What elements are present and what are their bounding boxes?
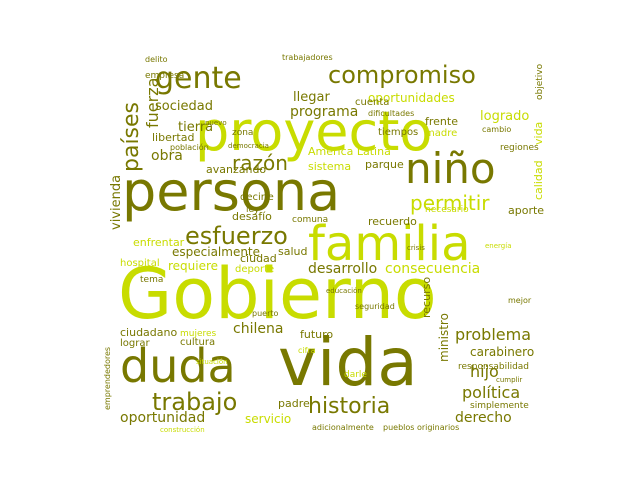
cloud-word-obra: obra <box>151 148 183 164</box>
cloud-word-regiones: regiones <box>500 143 539 153</box>
cloud-word-tierra: tierra <box>178 120 213 135</box>
cloud-word-desafio: desafío <box>232 210 272 223</box>
cloud-word-llegar: llegar <box>293 90 330 105</box>
cloud-word-crisis: crisis <box>407 244 425 252</box>
cloud-word-padre: padre <box>278 397 310 410</box>
cloud-word-madre: madre <box>425 128 457 139</box>
cloud-word-programa: programa <box>290 104 358 120</box>
cloud-word-decirle: decirle <box>240 192 274 203</box>
cloud-word-ministro: ministro <box>437 313 451 362</box>
cloud-word-nuevo: nuevo <box>205 119 227 127</box>
cloud-word-proyecto: proyecto <box>195 100 432 163</box>
cloud-word-puerto: puerto <box>252 309 278 318</box>
cloud-word-vida: vida <box>278 324 418 401</box>
cloud-word-objetivo: objetivo <box>535 63 545 100</box>
cloud-word-trabajadores: trabajadores <box>282 53 333 62</box>
cloud-word-gente: gente <box>155 61 242 96</box>
cloud-word-logrado: logrado <box>480 109 529 124</box>
cloud-word-adicionalmente: adicionalmente <box>312 423 374 432</box>
cloud-word-seguridad: seguridad <box>355 302 395 311</box>
cloud-words: Gobiernovidaproyectopersonafamiliadudani… <box>103 53 545 434</box>
cloud-word-paises: países <box>119 102 144 172</box>
cloud-word-ley: ley <box>246 205 260 215</box>
cloud-word-persona: persona <box>122 160 340 223</box>
cloud-word-hospital: hospital <box>120 258 160 269</box>
cloud-word-cuenta: cuenta <box>355 97 389 108</box>
cloud-word-consecuencia: consecuencia <box>385 261 480 277</box>
cloud-word-educacion: educación <box>326 287 362 295</box>
cloud-word-avanzando: avanzando <box>206 163 266 176</box>
cloud-word-poblacion: población <box>170 142 209 152</box>
cloud-word-sociedad: sociedad <box>155 99 213 114</box>
cloud-word-chilena: chilena <box>233 321 283 337</box>
cloud-word-derecho: derecho <box>455 410 512 426</box>
cloud-word-recurso: recurso <box>420 277 433 318</box>
cloud-word-familia: familia <box>308 216 471 272</box>
cloud-word-servicio: servicio <box>245 412 291 426</box>
cloud-word-oportunidad: oportunidad <box>120 410 205 426</box>
cloud-word-duda: duda <box>120 339 236 393</box>
cloud-word-emprendedores: emprendedores <box>103 347 112 410</box>
cloud-word-fuerza: fuerza <box>143 78 162 128</box>
cloud-word-esfuerzo: esfuerzo <box>185 222 288 250</box>
cloud-word-gobierno: Gobierno <box>118 253 437 335</box>
cloud-word-cultura: cultura <box>180 337 215 348</box>
cloud-word-politica: política <box>462 383 520 402</box>
cloud-word-tiempos: tiempos <box>378 127 418 138</box>
cloud-word-hijo: hijo <box>470 362 499 381</box>
cloud-word-tema: tema <box>140 275 163 285</box>
cloud-word-simplemente: simplemente <box>470 401 529 411</box>
cloud-word-salud: salud <box>278 245 307 258</box>
cloud-word-lograr: lograr <box>120 338 150 349</box>
cloud-word-ciudad: ciudad <box>240 252 277 265</box>
cloud-word-energia: energía <box>485 242 511 250</box>
cloud-word-cambio: cambio <box>482 125 511 134</box>
cloud-word-vivienda: vivienda <box>109 175 124 230</box>
cloud-word-situacion: situación <box>196 358 228 366</box>
cloud-word-razon: razón <box>232 151 288 175</box>
cloud-word-oportunidades: oportunidades <box>368 91 455 105</box>
cloud-word-recuerdo: recuerdo <box>368 215 417 228</box>
cloud-word-frente: frente <box>425 115 458 128</box>
cloud-word-carabinero: carabinero <box>470 345 534 359</box>
cloud-word-democracia: democracia <box>228 142 269 150</box>
cloud-word-delito: delito <box>145 55 168 64</box>
cloud-word-mujeres: mujeres <box>180 329 217 339</box>
cloud-word-pueblos-originarios: pueblos originarios <box>383 423 459 432</box>
cloud-word-historia: historia <box>308 394 390 419</box>
cloud-word-cifra: cifra <box>298 346 316 355</box>
cloud-word-aporte: aporte <box>508 204 544 217</box>
cloud-word-permitir: permitir <box>410 191 490 215</box>
cloud-word-cumplir: cumplir <box>496 376 522 384</box>
cloud-word-darle: darle <box>344 370 367 380</box>
cloud-word-requiere: requiere <box>168 259 218 273</box>
cloud-word-ciudadano: ciudadano <box>120 326 177 339</box>
cloud-word-enfrentar: enfrentar <box>133 236 185 249</box>
cloud-word-libertad: libertad <box>152 131 194 144</box>
cloud-word-futuro: futuro <box>300 328 333 341</box>
cloud-word-necesario: necesario <box>425 205 469 215</box>
cloud-word-desarrollo: desarrollo <box>308 261 377 277</box>
cloud-word-dificultades: dificultades <box>368 109 414 118</box>
cloud-word-responsabilidad: responsabilidad <box>458 362 529 372</box>
cloud-word-empresa: empresa <box>145 71 184 81</box>
cloud-word-vida: vida <box>532 122 545 145</box>
cloud-word-compromiso: compromiso <box>328 61 476 89</box>
cloud-word-comuna: comuna <box>292 215 328 225</box>
cloud-word-america-latina: América Latina <box>308 145 391 158</box>
cloud-word-trabajo: trabajo <box>152 388 237 416</box>
cloud-word-deporte: deporte <box>235 264 274 275</box>
cloud-word-sistema: sistema <box>308 160 351 173</box>
cloud-word-problema: problema <box>455 325 531 344</box>
cloud-word-nino: niño <box>405 144 496 193</box>
cloud-word-zona: zona <box>232 128 253 138</box>
cloud-word-parque: parque <box>365 158 404 171</box>
cloud-word-construccion: construcción <box>160 426 205 434</box>
cloud-word-calidad: calidad <box>532 160 545 200</box>
cloud-word-especialmente: especialmente <box>172 245 260 259</box>
cloud-word-mejor: mejor <box>508 296 532 305</box>
